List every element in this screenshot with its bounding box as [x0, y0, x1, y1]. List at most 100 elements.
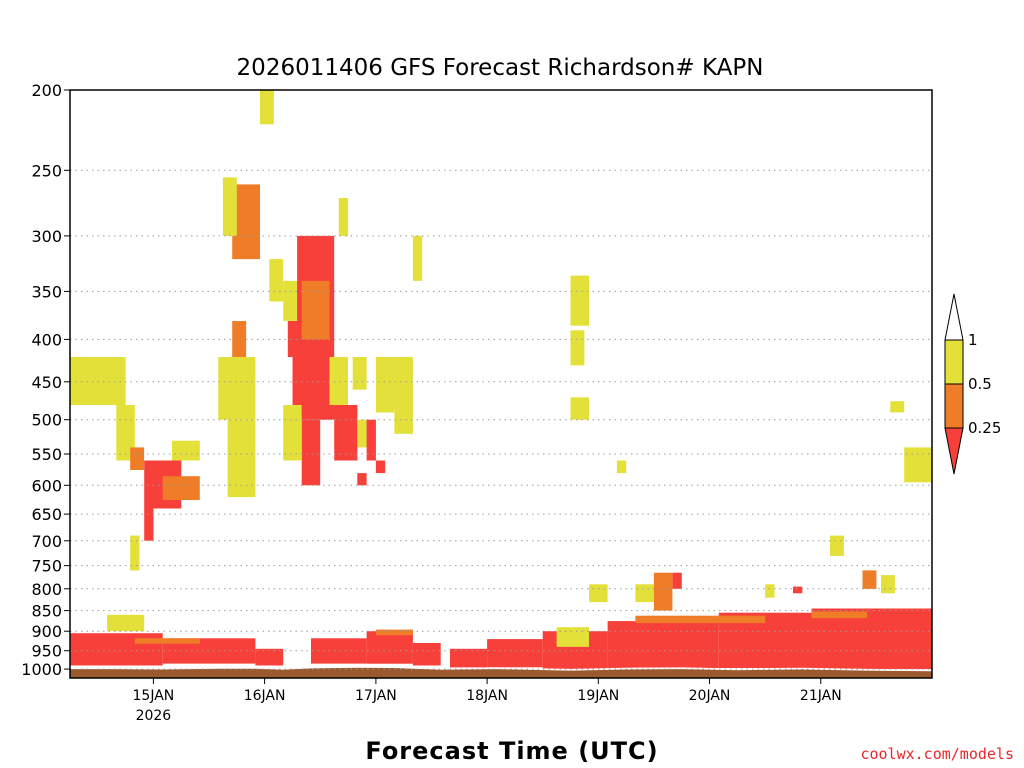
legend-swatch — [944, 383, 964, 429]
y-axis: 200 250 300 350 400 450 500 550 600 650 700 750 800 8… — [21, 81, 70, 679]
ri-cell-high — [375, 357, 395, 413]
gridlines — [70, 169, 932, 670]
ground-area — [70, 667, 932, 678]
legend-label: 0.25 — [968, 419, 1001, 437]
ri-cell-high — [283, 280, 302, 321]
legend-swatch — [944, 339, 964, 385]
y-tick-label: 600 — [31, 476, 62, 495]
y-tick-label: 900 — [31, 622, 62, 641]
ri-cell-low — [366, 631, 413, 664]
ri-cell-low — [672, 572, 682, 589]
x-axis-label: Forecast Time (UTC) — [365, 737, 658, 765]
legend-swatch — [944, 427, 964, 475]
plot-frame — [69, 89, 933, 679]
surface-line — [70, 665, 933, 672]
y-tick-label: 400 — [31, 330, 62, 349]
ri-cell-mid — [130, 447, 145, 470]
ri-cell-high — [570, 397, 589, 420]
ri-cell-high — [765, 584, 775, 598]
ri-cell-high — [412, 235, 423, 281]
ri-cell-mid — [232, 321, 247, 357]
ri-cell-high — [556, 627, 589, 647]
ri-cell-low — [450, 648, 488, 668]
ri-cell-high — [890, 401, 905, 413]
y-tick-label: 850 — [31, 602, 62, 621]
color-legend: 1 0.5 0.25 — [944, 293, 1001, 475]
ri-cell-low — [311, 638, 367, 664]
ri-cell-mid — [635, 615, 766, 624]
ri-cell-mid — [162, 476, 200, 500]
ri-cell-mid — [862, 570, 877, 589]
ri-cell-high — [616, 460, 627, 474]
y-tick-label: 500 — [31, 411, 62, 430]
site-credit[interactable]: coolwx.com/models — [860, 745, 1014, 763]
ri-cell-low — [607, 621, 719, 669]
ground-fill — [70, 665, 933, 678]
y-tick-label: 300 — [31, 227, 62, 246]
ri-cell-high — [130, 535, 140, 571]
ri-cell-low — [375, 460, 386, 474]
heatmap-cells — [70, 90, 932, 670]
ri-cell-high — [260, 90, 274, 125]
y-tick-label: 650 — [31, 505, 62, 524]
x-tick-label: 17JAN — [355, 688, 397, 704]
ri-cell-high — [70, 357, 126, 405]
legend-label: 0.5 — [968, 375, 992, 393]
ri-cell-low — [144, 508, 154, 541]
y-tick-label: 950 — [31, 642, 62, 661]
ri-cell-high — [352, 357, 367, 390]
y-tick-label: 550 — [31, 445, 62, 464]
ri-cell-mid — [301, 280, 330, 340]
ri-cell-mid — [232, 184, 260, 260]
ri-cell-low — [487, 639, 543, 668]
y-tick-label: 1000 — [21, 660, 62, 679]
ri-cell-high — [830, 535, 844, 556]
ri-cell-high — [283, 405, 302, 461]
ri-cell-low — [793, 586, 803, 594]
x-tick-sublabel: 2026 — [136, 708, 172, 724]
x-tick-label: 16JAN — [244, 688, 286, 704]
ri-cell-low — [255, 648, 284, 666]
ri-cell-high — [635, 584, 654, 603]
ri-cell-high — [881, 575, 895, 594]
chart-title: 2026011406 GFS Forecast Richardson# KAPN — [237, 55, 764, 81]
y-tick-label: 350 — [31, 282, 62, 301]
x-tick-label: 20JAN — [689, 688, 731, 704]
ri-cell-low — [412, 643, 441, 666]
ri-cell-low — [357, 473, 367, 486]
ri-cell-low — [366, 419, 376, 461]
y-tick-label: 800 — [31, 580, 62, 599]
ri-cell-high — [570, 330, 585, 366]
ri-cell-high — [218, 357, 256, 420]
ri-cell-low — [334, 405, 358, 461]
y-tick-label: 750 — [31, 557, 62, 576]
ri-cell-mid — [811, 611, 868, 619]
x-tick-label: 15JAN — [133, 688, 175, 704]
x-tick-label: 21JAN — [800, 688, 842, 704]
ri-cell-high — [357, 419, 367, 448]
x-axis: 15JAN 2026 16JAN 17JAN 18JAN 19JAN 20JAN 21JAN — [133, 678, 842, 724]
ri-cell-high — [570, 275, 589, 326]
y-tick-label: 200 — [31, 81, 62, 100]
ri-cell-high — [227, 419, 256, 498]
ri-cell-high — [329, 357, 348, 405]
ri-cell-mid — [134, 638, 200, 644]
ri-cell-high — [589, 584, 608, 603]
ri-cell-high — [107, 614, 145, 632]
ri-cell-low — [301, 419, 321, 486]
ri-cell-high — [222, 177, 237, 236]
y-tick-label: 700 — [31, 532, 62, 551]
ri-cell-high — [394, 357, 413, 434]
ri-cell-mid — [653, 572, 673, 611]
legend-label: 1 — [968, 331, 978, 349]
ri-cell-low — [70, 633, 163, 666]
ri-cell-high — [172, 440, 200, 461]
ri-cell-high — [338, 198, 349, 236]
ri-cell-mid — [375, 629, 413, 636]
ri-cell-high — [116, 405, 135, 461]
x-tick-label: 19JAN — [577, 688, 619, 704]
ri-cell-high — [269, 259, 284, 302]
y-tick-label: 250 — [31, 161, 62, 180]
legend-swatch — [944, 293, 964, 341]
